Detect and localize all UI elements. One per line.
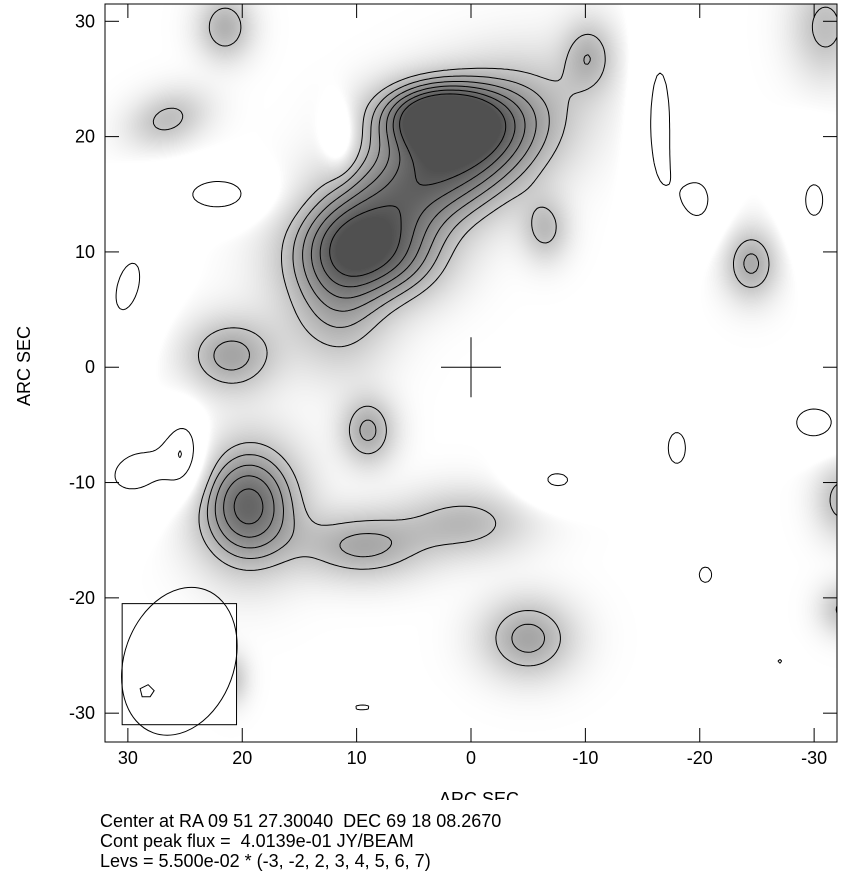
contour-level xyxy=(206,54,759,653)
y-tick-label: 0 xyxy=(85,357,95,377)
x-tick-label: 10 xyxy=(347,748,367,768)
contour-level xyxy=(177,450,182,459)
contour-level xyxy=(329,93,507,277)
contour-lines xyxy=(114,6,838,711)
y-tick-label: 10 xyxy=(75,242,95,262)
x-tick-label: 0 xyxy=(466,748,476,768)
y-tick-label: -30 xyxy=(69,703,95,723)
center-cross xyxy=(441,337,501,398)
x-tick-label: 30 xyxy=(118,748,138,768)
beam-box xyxy=(121,603,238,726)
beam-ellipse xyxy=(121,586,238,736)
x-tick-label: -30 xyxy=(801,748,827,768)
y-axis-label: ARC SEC xyxy=(14,326,34,406)
contour-level xyxy=(114,72,832,711)
y-tick-label: 30 xyxy=(75,11,95,31)
contour-level xyxy=(223,85,526,538)
x-axis-label: ARC SEC xyxy=(439,789,519,800)
contour-level xyxy=(233,89,516,525)
x-tick-label: -20 xyxy=(687,748,713,768)
contour-plot: 30 20 10 0 -10 -20 -30 30 20 10 0 -10 -20 -30 ARC SEC… xyxy=(14,3,838,800)
info-center: Center at RA 09 51 27.30040 DEC 69 18 08… xyxy=(100,811,502,831)
x-tick-label: -10 xyxy=(572,748,598,768)
info-levels: Levs = 5.500e-02 * (-3, -2, 2, 3, 4, 5, … xyxy=(100,851,431,871)
plot-axes: 30 20 10 0 -10 -20 -30 30 20 10 0 -10 -20 -30 xyxy=(69,3,838,768)
contour-level xyxy=(214,81,537,549)
y-tick-label: 20 xyxy=(75,127,95,147)
y-tick-label: -20 xyxy=(69,588,95,608)
info-peak-flux: Cont peak flux = 4.0139e-01 JY/BEAM xyxy=(100,831,414,851)
x-tick-label: 20 xyxy=(232,748,252,768)
beam-mark xyxy=(139,684,155,698)
beam-inset xyxy=(121,586,238,736)
contour-level xyxy=(152,6,838,687)
y-tick-label: -10 xyxy=(69,473,95,493)
